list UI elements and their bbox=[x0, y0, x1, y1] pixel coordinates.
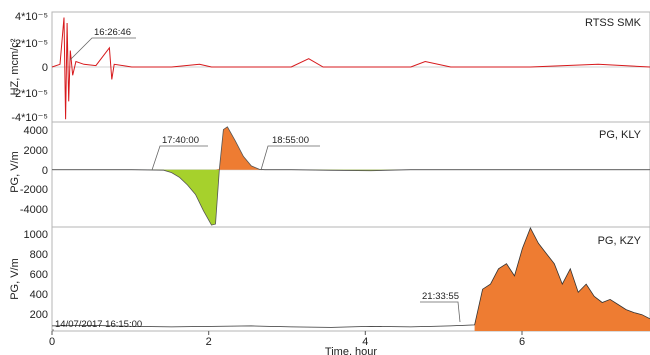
middle-y-tick-label: -4000 bbox=[20, 204, 48, 216]
bottom-y-tick-label: 800 bbox=[30, 249, 48, 261]
x-tick-label: 2 bbox=[206, 336, 212, 348]
field-line bbox=[52, 126, 650, 226]
top-panel-title: RTSS SMK bbox=[585, 17, 642, 29]
top-y-tick-label: -4*10⁻⁵ bbox=[11, 112, 48, 124]
middle-panel-marks bbox=[52, 126, 650, 226]
x-tick-label: 0 bbox=[49, 336, 55, 348]
annotation-callout: 16:26:46 bbox=[69, 27, 136, 61]
positive-area bbox=[52, 126, 650, 170]
bottom-y-tick-label: 400 bbox=[30, 289, 48, 301]
bottom-panel-marks bbox=[51, 227, 650, 331]
middle-panel-frame bbox=[51, 121, 650, 228]
middle-y-tick-label: 0 bbox=[42, 165, 48, 177]
top-y-tick-label: 0 bbox=[42, 62, 48, 74]
field-line bbox=[51, 227, 650, 328]
top-y-tick-label: 4*10⁻⁵ bbox=[15, 11, 48, 23]
annotation-callout: 14/07/2017 16:15:00 bbox=[52, 319, 142, 331]
middle-y-tick-label: -2000 bbox=[20, 184, 48, 196]
x-tick-label: 6 bbox=[519, 336, 525, 348]
bottom-y-tick-label: 600 bbox=[30, 269, 48, 281]
middle-y-tick-label: 4000 bbox=[24, 125, 48, 137]
bottom-y-axis-label: PG, V/m bbox=[9, 258, 21, 300]
top-y-tick-label: -2*10⁻⁵ bbox=[11, 88, 48, 100]
top-y-axis-label: HZ, mcm/c² bbox=[9, 38, 21, 95]
bottom-panel-title: PG, KZY bbox=[598, 235, 642, 247]
bottom-y-tick-label: 1000 bbox=[24, 229, 48, 241]
svg-text:14/07/2017 16:15:00: 14/07/2017 16:15:00 bbox=[55, 319, 142, 330]
middle-panel-title: PG, KLY bbox=[599, 129, 642, 141]
top-panel-marks bbox=[51, 17, 650, 120]
annotation-callout: 17:40:00 bbox=[151, 135, 208, 171]
burst-area bbox=[474, 228, 650, 331]
svg-text:18:55:00: 18:55:00 bbox=[272, 135, 309, 146]
annotation-callout: 21:33:55 bbox=[420, 291, 461, 323]
x-tick-label: 4 bbox=[362, 336, 368, 348]
middle-y-tick-label: 2000 bbox=[24, 145, 48, 157]
negative-area bbox=[52, 169, 650, 226]
svg-text:16:26:46: 16:26:46 bbox=[94, 27, 131, 38]
bottom-panel-frame bbox=[51, 226, 650, 332]
x-axis-label: Time, hour bbox=[325, 346, 378, 355]
middle-y-axis-label: PG, V/m bbox=[9, 151, 21, 193]
seismic-trace-line bbox=[51, 17, 650, 120]
top-y-tick-label: 2*10⁻⁵ bbox=[15, 38, 48, 50]
bottom-y-tick-label: 200 bbox=[30, 309, 48, 321]
svg-text:21:33:55: 21:33:55 bbox=[422, 291, 459, 302]
svg-text:17:40:00: 17:40:00 bbox=[162, 135, 199, 146]
annotation-callout: 18:55:00 bbox=[260, 135, 320, 171]
